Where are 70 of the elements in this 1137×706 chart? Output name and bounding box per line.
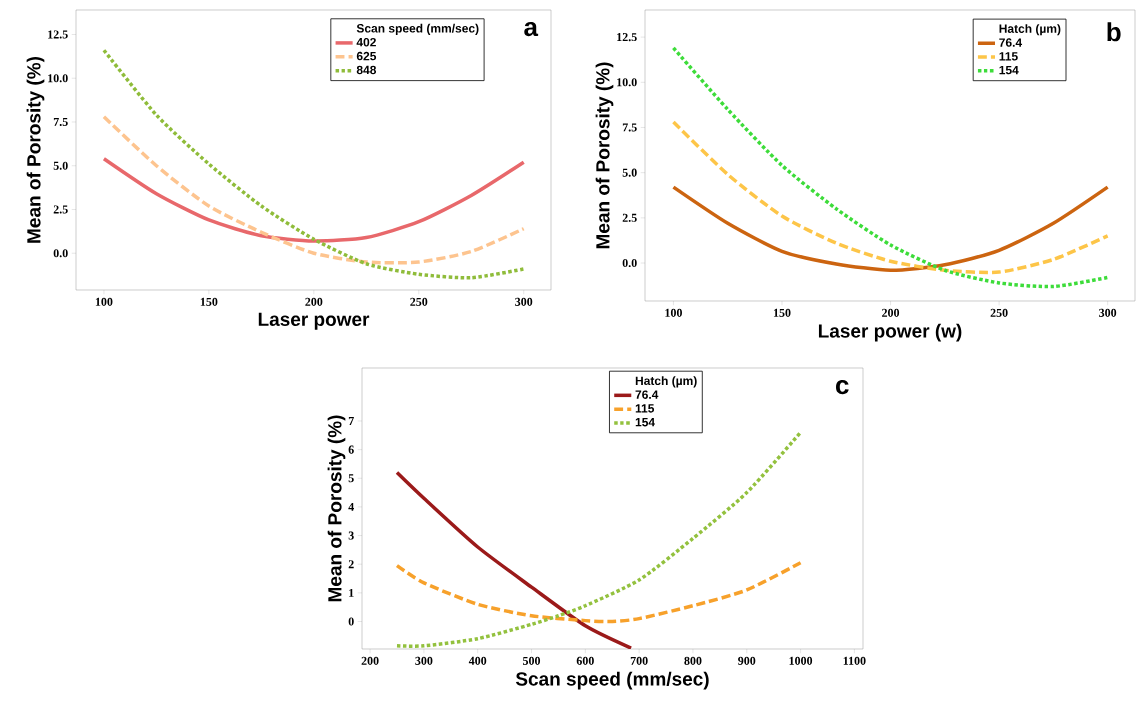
x-tick-label: 250 bbox=[410, 297, 428, 306]
y-tick-label: 2 bbox=[348, 560, 354, 569]
y-tick-label: 0.0 bbox=[622, 258, 637, 268]
x-tick-label: 100 bbox=[95, 297, 113, 306]
x-tick-label: 200 bbox=[361, 656, 379, 665]
x-axis-title: Laser power bbox=[258, 312, 370, 330]
x-axis-title: Scan speed (mm/sec) bbox=[515, 671, 709, 690]
x-tick-label: 200 bbox=[305, 297, 323, 306]
line-series bbox=[395, 470, 633, 649]
annotation: b bbox=[1107, 22, 1121, 42]
y-tick-label: 7.5 bbox=[622, 123, 637, 132]
annotation: a bbox=[524, 21, 539, 37]
x-tick-label: 150 bbox=[200, 297, 218, 306]
x-tick-label: 250 bbox=[990, 308, 1008, 317]
y-tick-label: 7.5 bbox=[53, 117, 68, 127]
x-tick-label: 200 bbox=[882, 308, 900, 317]
legend-label: 625 bbox=[356, 51, 377, 61]
line-series bbox=[395, 561, 803, 624]
legend-label: 402 bbox=[356, 37, 376, 47]
legend-label: 154 bbox=[999, 65, 1019, 75]
y-axis-title: Mean of Porosity (%) bbox=[26, 57, 45, 243]
x-tick-label: 100 bbox=[665, 308, 682, 317]
y-axis-title: Mean of Porosity (%) bbox=[327, 415, 346, 602]
line-series bbox=[395, 430, 803, 648]
y-tick-label: 3 bbox=[348, 531, 354, 540]
legend-label: 115 bbox=[635, 404, 655, 413]
y-tick-label: 0.0 bbox=[53, 249, 68, 258]
y-tick-label: 5.0 bbox=[53, 161, 68, 170]
x-tick-label: 400 bbox=[468, 656, 487, 665]
x-tick-label: 1000 bbox=[789, 656, 813, 665]
y-tick-label: 5.0 bbox=[622, 168, 637, 177]
x-tick-label: 700 bbox=[630, 656, 648, 665]
line-series bbox=[102, 156, 526, 243]
y-tick-label: 5 bbox=[348, 474, 354, 483]
legend-label: 115 bbox=[999, 52, 1018, 61]
y-tick-label: 0 bbox=[348, 617, 354, 626]
legend-label: 76.4 bbox=[635, 390, 659, 399]
x-tick-label: 300 bbox=[1099, 308, 1117, 317]
legend-title: Hatch (µm) bbox=[635, 376, 697, 388]
line-series bbox=[671, 46, 1110, 289]
x-tick-label: 500 bbox=[523, 656, 541, 665]
legend-title: Scan speed (mm/sec) bbox=[356, 23, 479, 35]
x-axis-title: Laser power (w) bbox=[818, 323, 962, 342]
x-tick-label: 300 bbox=[515, 297, 533, 306]
y-tick-label: 2.5 bbox=[622, 213, 637, 222]
y-tick-label: 4 bbox=[348, 502, 354, 511]
y-tick-label: 12.5 bbox=[617, 33, 637, 42]
y-tick-label: 6 bbox=[348, 445, 354, 454]
legend-label: 76.4 bbox=[999, 38, 1023, 47]
x-tick-label: 800 bbox=[684, 656, 702, 665]
line-series bbox=[671, 120, 1110, 275]
legend-label: 154 bbox=[635, 418, 655, 427]
y-tick-label: 10.0 bbox=[48, 74, 68, 83]
x-tick-label: 600 bbox=[576, 656, 594, 665]
y-axis-title: Mean of Porosity (%) bbox=[595, 62, 614, 249]
x-tick-label: 300 bbox=[415, 656, 433, 665]
y-tick-label: 12.5 bbox=[48, 30, 68, 39]
y-tick-label: 10.0 bbox=[617, 78, 637, 87]
line-series bbox=[102, 114, 526, 265]
legend-title: Hatch (µm) bbox=[999, 24, 1061, 36]
y-tick-label: 7 bbox=[348, 417, 354, 425]
x-tick-label: 150 bbox=[773, 308, 791, 317]
x-tick-label: 1100 bbox=[843, 656, 866, 665]
legend-label: 848 bbox=[356, 65, 377, 75]
line-series bbox=[102, 48, 526, 280]
x-tick-label: 900 bbox=[738, 656, 756, 665]
annotation: c bbox=[836, 379, 849, 395]
line-series bbox=[671, 185, 1110, 273]
y-tick-label: 2.5 bbox=[53, 205, 68, 214]
y-tick-label: 1 bbox=[349, 588, 354, 597]
